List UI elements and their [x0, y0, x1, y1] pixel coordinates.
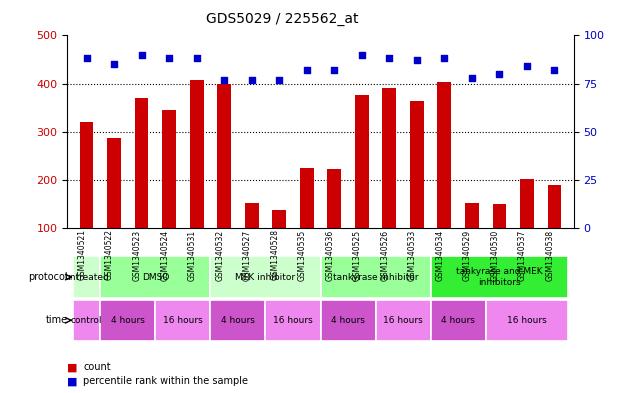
Text: ■: ■	[67, 376, 78, 386]
Text: control: control	[71, 316, 103, 325]
Bar	[486, 299, 568, 341]
Bar	[320, 256, 431, 298]
Bar	[437, 82, 451, 228]
Text: GSM1340521: GSM1340521	[78, 230, 87, 281]
Point	[412, 57, 422, 64]
Text: untreated: untreated	[64, 273, 109, 281]
Text: protocol: protocol	[28, 272, 67, 282]
Text: GSM1340528: GSM1340528	[271, 230, 279, 281]
Bar	[383, 88, 396, 228]
Point	[439, 55, 449, 62]
Bar	[73, 256, 101, 298]
Bar	[107, 138, 121, 228]
Point	[137, 51, 147, 58]
Bar	[431, 299, 486, 341]
Text: GSM1340529: GSM1340529	[463, 230, 472, 281]
Point	[274, 77, 285, 83]
Point	[192, 55, 202, 62]
Bar	[73, 299, 101, 341]
Point	[81, 55, 92, 62]
Text: GDS5029 / 225562_at: GDS5029 / 225562_at	[206, 12, 358, 26]
Text: GSM1340538: GSM1340538	[545, 230, 554, 281]
Point	[384, 55, 394, 62]
Point	[302, 67, 312, 73]
Bar	[300, 168, 313, 228]
Text: GSM1340524: GSM1340524	[160, 230, 169, 281]
Bar	[210, 299, 265, 341]
Text: 16 hours: 16 hours	[507, 316, 547, 325]
Text: GSM1340537: GSM1340537	[518, 230, 527, 281]
Text: time: time	[46, 315, 67, 325]
Bar	[520, 179, 534, 228]
Bar	[431, 256, 568, 298]
Text: 4 hours: 4 hours	[331, 316, 365, 325]
Text: GSM1340525: GSM1340525	[353, 230, 362, 281]
Text: 4 hours: 4 hours	[221, 316, 255, 325]
Bar	[135, 98, 149, 228]
Bar	[492, 204, 506, 228]
Point	[356, 51, 367, 58]
Point	[164, 55, 174, 62]
Point	[467, 75, 477, 81]
Text: tankyrase and MEK
inhibitors: tankyrase and MEK inhibitors	[456, 267, 543, 287]
Point	[494, 71, 504, 77]
Text: GSM1340535: GSM1340535	[297, 230, 307, 281]
Bar	[547, 185, 562, 228]
Text: DMSO: DMSO	[142, 273, 169, 281]
Bar	[155, 299, 210, 341]
Point	[247, 77, 257, 83]
Text: MEK inhibitor: MEK inhibitor	[235, 273, 296, 281]
Bar	[328, 169, 341, 228]
Point	[329, 67, 339, 73]
Text: 16 hours: 16 hours	[163, 316, 203, 325]
Text: percentile rank within the sample: percentile rank within the sample	[83, 376, 248, 386]
Bar	[190, 80, 204, 228]
Text: GSM1340534: GSM1340534	[435, 230, 444, 281]
Text: tankyrase inhibitor: tankyrase inhibitor	[333, 273, 419, 281]
Bar	[245, 203, 258, 228]
Bar	[272, 210, 286, 228]
Bar	[376, 299, 431, 341]
Bar	[410, 101, 424, 228]
Text: GSM1340533: GSM1340533	[408, 230, 417, 281]
Point	[522, 63, 532, 69]
Text: GSM1340531: GSM1340531	[188, 230, 197, 281]
Text: GSM1340530: GSM1340530	[490, 230, 499, 281]
Bar	[162, 110, 176, 228]
Bar	[79, 122, 94, 228]
Bar	[465, 203, 479, 228]
Point	[219, 77, 229, 83]
Text: GSM1340532: GSM1340532	[215, 230, 224, 281]
Text: 16 hours: 16 hours	[383, 316, 423, 325]
Bar	[217, 83, 231, 228]
Bar	[355, 95, 369, 228]
Bar	[101, 299, 155, 341]
Text: 4 hours: 4 hours	[111, 316, 145, 325]
Text: GSM1340523: GSM1340523	[133, 230, 142, 281]
Text: 16 hours: 16 hours	[273, 316, 313, 325]
Text: count: count	[83, 362, 111, 373]
Text: GSM1340522: GSM1340522	[105, 230, 114, 281]
Point	[109, 61, 119, 67]
Bar	[320, 299, 376, 341]
Text: GSM1340527: GSM1340527	[243, 230, 252, 281]
Text: GSM1340526: GSM1340526	[380, 230, 389, 281]
Text: GSM1340536: GSM1340536	[325, 230, 334, 281]
Text: ■: ■	[67, 362, 78, 373]
Bar	[265, 299, 320, 341]
Text: 4 hours: 4 hours	[441, 316, 475, 325]
Bar	[101, 256, 210, 298]
Point	[549, 67, 560, 73]
Bar	[210, 256, 320, 298]
